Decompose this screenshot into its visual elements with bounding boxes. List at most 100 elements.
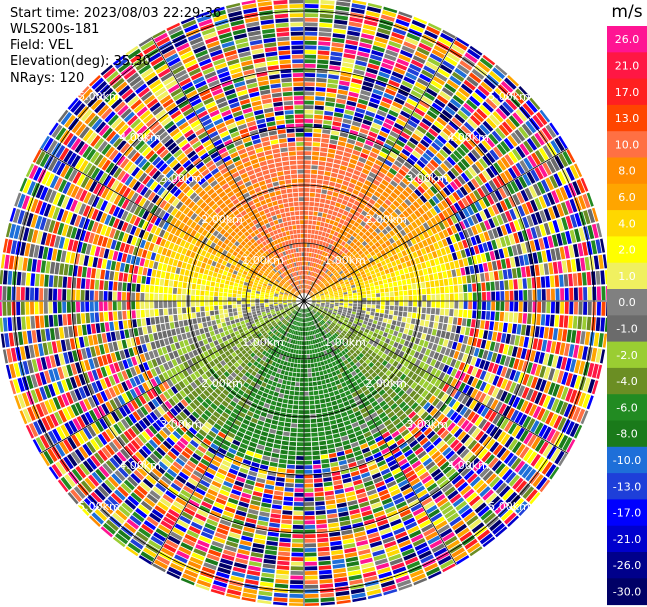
velocity-cell (325, 304, 330, 307)
velocity-cell (367, 322, 372, 327)
velocity-cell (319, 13, 334, 19)
velocity-cell (333, 28, 346, 34)
velocity-cell (320, 449, 328, 455)
velocity-cell (496, 260, 502, 270)
velocity-cell (306, 284, 308, 289)
velocity-cell (336, 98, 346, 105)
velocity-cell (304, 165, 311, 169)
velocity-cell (517, 231, 524, 243)
velocity-cell (304, 40, 317, 45)
velocity-cell (541, 301, 546, 313)
velocity-cell (369, 315, 374, 320)
velocity-cell (550, 248, 557, 261)
velocity-cell (337, 287, 342, 290)
velocity-cell (491, 291, 496, 301)
velocity-cell (314, 362, 318, 368)
velocity-cell (343, 292, 348, 295)
velocity-cell (358, 46, 371, 54)
velocity-cell (297, 423, 304, 428)
velocity-cell (335, 243, 341, 248)
velocity-cell (347, 308, 352, 311)
velocity-cell (334, 302, 339, 305)
velocity-cell (413, 16, 428, 25)
velocity-cell (349, 208, 356, 215)
velocity-cell (310, 257, 313, 262)
velocity-cell (387, 183, 395, 191)
velocity-cell (330, 200, 336, 206)
velocity-cell (319, 579, 333, 584)
velocity-cell (342, 477, 352, 484)
velocity-cell (409, 63, 422, 73)
velocity-cell (304, 119, 313, 123)
velocity-cell (378, 231, 385, 238)
velocity-cell (355, 60, 367, 67)
velocity-cell (291, 561, 304, 566)
velocity-cell (368, 234, 375, 240)
velocity-cell (439, 113, 450, 123)
velocity-cell (312, 353, 316, 359)
velocity-cell (269, 461, 278, 467)
velocity-cell (313, 272, 317, 277)
velocity-cell (485, 117, 497, 129)
velocity-cell (359, 281, 365, 286)
velocity-cell (418, 326, 424, 333)
velocity-cell (430, 124, 442, 134)
velocity-cell (482, 54, 496, 66)
velocity-cell (344, 301, 348, 304)
velocity-cell (416, 159, 426, 169)
velocity-cell (322, 468, 331, 473)
velocity-cell (363, 277, 368, 282)
velocity-cell (312, 137, 321, 142)
velocity-cell (349, 261, 355, 267)
velocity-cell (502, 185, 511, 197)
velocity-cell (454, 260, 460, 269)
velocity-cell (462, 239, 469, 249)
velocity-cell (304, 345, 307, 350)
velocity-cell (495, 281, 500, 291)
velocity-cell (606, 302, 609, 316)
velocity-cell (320, 303, 325, 306)
velocity-cell (386, 171, 395, 179)
velocity-cell (315, 294, 320, 297)
velocity-cell (260, 411, 268, 418)
velocity-cell (293, 515, 304, 520)
velocity-cell (316, 297, 321, 299)
velocity-cell (421, 69, 434, 79)
velocity-cell (315, 193, 321, 198)
velocity-cell (384, 199, 392, 206)
velocity-cell (497, 159, 507, 171)
velocity-cell (304, 174, 311, 179)
velocity-cell (548, 221, 556, 234)
velocity-cell (325, 97, 336, 103)
velocity-cell (390, 249, 397, 256)
velocity-cell (454, 333, 460, 342)
velocity-cell (293, 363, 298, 368)
velocity-cell (566, 149, 576, 163)
velocity-cell (518, 126, 529, 139)
velocity-cell (346, 187, 354, 193)
velocity-cell (318, 551, 330, 557)
velocity-cell (335, 10, 349, 16)
velocity-cell (324, 293, 329, 296)
velocity-cell (450, 215, 458, 224)
velocity-cell (595, 348, 602, 363)
velocity-cell (317, 50, 330, 56)
velocity-cell (505, 98, 518, 111)
velocity-cell (512, 194, 521, 206)
velocity-cell (525, 241, 532, 253)
velocity-cell (339, 218, 345, 225)
velocity-cell (351, 311, 356, 315)
velocity-cell (473, 111, 485, 123)
velocity-cell (529, 240, 536, 252)
velocity-cell (351, 3, 366, 10)
velocity-cell (304, 364, 308, 368)
velocity-cell (328, 249, 333, 255)
velocity-cell (352, 308, 357, 312)
velocity-cell (543, 263, 549, 275)
velocity-cell (361, 307, 366, 311)
velocity-cell (476, 338, 482, 348)
velocity-cell (356, 309, 362, 313)
velocity-cell (261, 572, 275, 578)
velocity-cell (443, 316, 449, 324)
velocity-cell (355, 261, 361, 267)
